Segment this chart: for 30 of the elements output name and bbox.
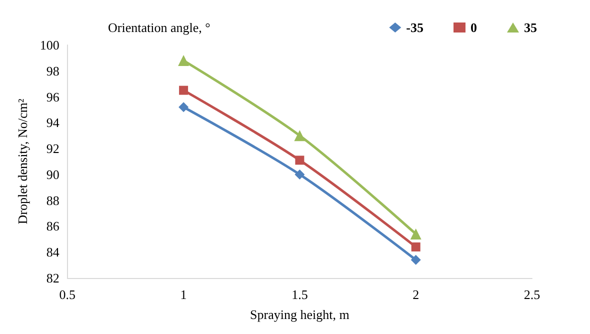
- x-tick-label: 1.5: [292, 287, 308, 302]
- y-tick-label: 82: [46, 270, 60, 286]
- point: [295, 156, 304, 165]
- legend-label: 35: [524, 20, 538, 35]
- point: [410, 254, 421, 265]
- legend-title: Orientation angle, °: [108, 20, 210, 35]
- y-tick-label: 88: [46, 192, 60, 208]
- x-tick-label: 2.5: [524, 287, 540, 302]
- y-tick-label: 96: [46, 89, 60, 104]
- legend-label: -35: [406, 20, 424, 35]
- y-tick-label: 98: [46, 63, 60, 78]
- x-tick-label: 0.5: [59, 287, 76, 302]
- point: [294, 169, 305, 180]
- y-tick-label: 92: [46, 141, 60, 156]
- point: [411, 242, 420, 252]
- point: [410, 228, 422, 240]
- y-tick-label: 94: [46, 115, 60, 130]
- y-tick-label: 100: [40, 38, 60, 52]
- x-tick-label: 2: [412, 287, 420, 302]
- y-tick-label: 90: [46, 166, 60, 182]
- y-axis-title: Droplet density, No/cm²: [15, 98, 30, 224]
- point: [179, 86, 188, 95]
- point: [178, 55, 190, 66]
- point: [178, 102, 189, 112]
- x-axis-title: Spraying height, m: [250, 307, 350, 322]
- y-tick-label: 84: [46, 244, 60, 260]
- x-tick-label: 1: [180, 287, 187, 302]
- legend-label: 0: [470, 20, 477, 35]
- point: [294, 130, 306, 142]
- y-tick-label: 86: [46, 218, 60, 234]
